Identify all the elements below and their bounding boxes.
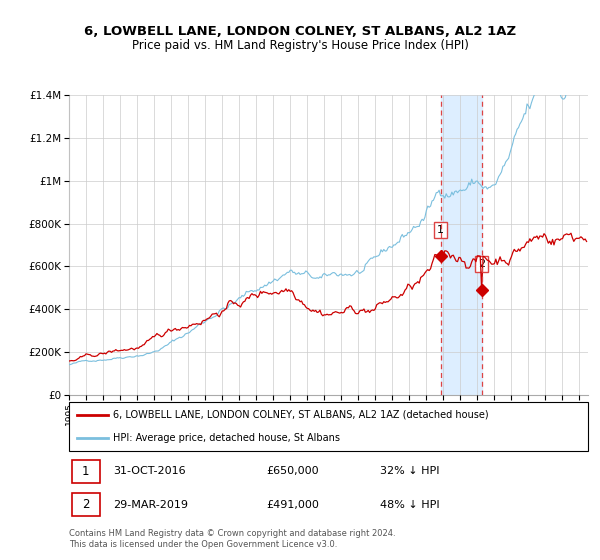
- FancyBboxPatch shape: [71, 460, 100, 483]
- Text: 48% ↓ HPI: 48% ↓ HPI: [380, 500, 440, 510]
- Text: 1: 1: [82, 465, 89, 478]
- Text: £650,000: £650,000: [266, 466, 319, 476]
- Text: Contains HM Land Registry data © Crown copyright and database right 2024.
This d: Contains HM Land Registry data © Crown c…: [69, 529, 395, 549]
- Text: 1: 1: [437, 225, 444, 235]
- FancyBboxPatch shape: [69, 402, 588, 451]
- Text: HPI: Average price, detached house, St Albans: HPI: Average price, detached house, St A…: [113, 433, 340, 444]
- Text: 29-MAR-2019: 29-MAR-2019: [113, 500, 188, 510]
- Text: 31-OCT-2016: 31-OCT-2016: [113, 466, 186, 476]
- FancyBboxPatch shape: [71, 493, 100, 516]
- Text: 2: 2: [478, 259, 485, 269]
- Text: Price paid vs. HM Land Registry's House Price Index (HPI): Price paid vs. HM Land Registry's House …: [131, 39, 469, 52]
- Text: 32% ↓ HPI: 32% ↓ HPI: [380, 466, 440, 476]
- Bar: [440, 95, 482, 395]
- Text: 2: 2: [82, 498, 89, 511]
- Text: £491,000: £491,000: [266, 500, 319, 510]
- Text: 6, LOWBELL LANE, LONDON COLNEY, ST ALBANS, AL2 1AZ: 6, LOWBELL LANE, LONDON COLNEY, ST ALBAN…: [84, 25, 516, 38]
- Text: 6, LOWBELL LANE, LONDON COLNEY, ST ALBANS, AL2 1AZ (detached house): 6, LOWBELL LANE, LONDON COLNEY, ST ALBAN…: [113, 410, 489, 420]
